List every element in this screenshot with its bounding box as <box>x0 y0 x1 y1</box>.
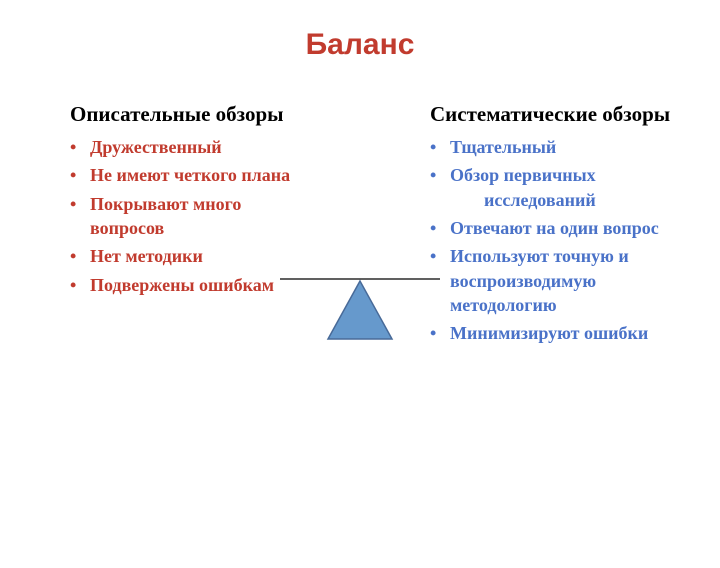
list-item: Подвержены ошибкам <box>70 273 320 297</box>
list-item-subline: исследований <box>450 188 680 212</box>
columns-container: Описательные обзоры Дружественный Не име… <box>0 102 720 350</box>
list-item: Не имеют четкого плана <box>70 163 320 187</box>
right-bullet-list: Тщательный Обзор первичных исследований … <box>430 135 680 345</box>
left-column-heading: Описательные обзоры <box>70 102 320 127</box>
list-item: Покрывают много вопросов <box>70 192 320 241</box>
balance-fulcrum-triangle <box>328 281 392 339</box>
list-item: Отвечают на один вопрос <box>430 216 680 240</box>
list-item: Нет методики <box>70 244 320 268</box>
right-column: Систематические обзоры Тщательный Обзор … <box>430 102 680 350</box>
list-item: Минимизируют ошибки <box>430 321 680 345</box>
list-item: Дружественный <box>70 135 320 159</box>
list-item-line1: Обзор первичных <box>450 165 596 185</box>
list-item: Обзор первичных исследований <box>430 163 680 212</box>
left-column: Описательные обзоры Дружественный Не име… <box>70 102 320 350</box>
left-bullet-list: Дружественный Не имеют четкого плана Пок… <box>70 135 320 297</box>
list-item: Тщательный <box>430 135 680 159</box>
right-column-heading: Систематические обзоры <box>430 102 680 127</box>
list-item: Используют точную и воспроизводимую мето… <box>430 244 680 317</box>
slide-title: Баланс <box>0 28 720 62</box>
